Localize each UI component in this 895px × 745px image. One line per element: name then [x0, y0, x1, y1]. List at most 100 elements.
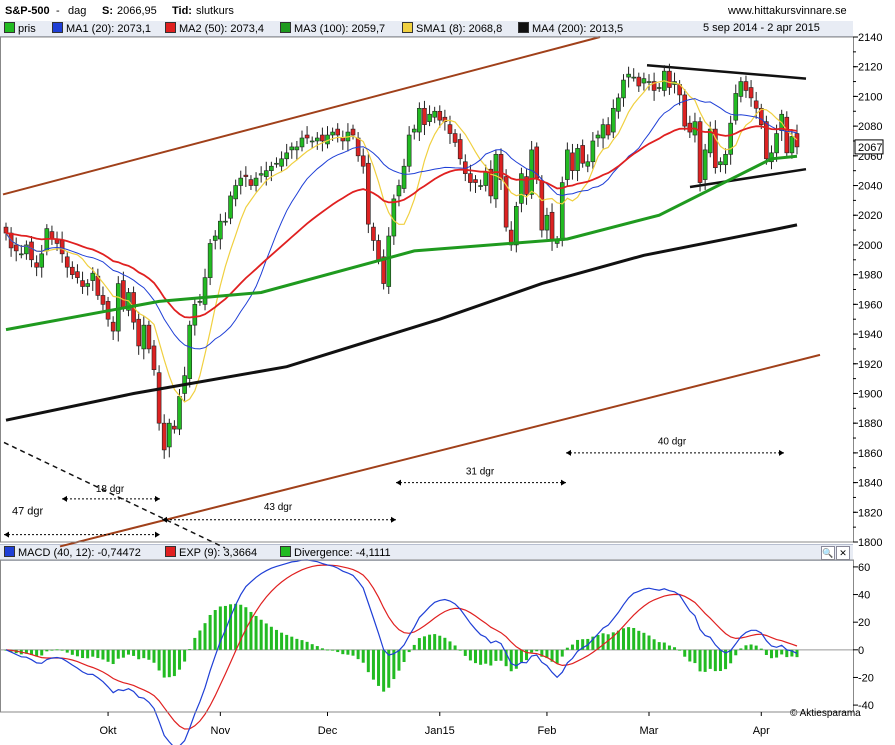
candle-body	[728, 122, 733, 155]
symbol: S&P-500	[5, 5, 50, 17]
period: dag	[68, 5, 87, 17]
legend-item-ma4: MA4 (200): 2013,5	[518, 22, 623, 35]
candle-body	[207, 243, 213, 278]
exp-line	[5, 564, 798, 730]
candle-body	[49, 231, 55, 240]
candle-body	[151, 345, 157, 371]
candle-body	[39, 253, 45, 268]
legend-value: 3,3664	[223, 547, 258, 559]
y-tick-label: 1880	[858, 418, 882, 430]
candle-body	[713, 128, 718, 169]
candle-body	[70, 266, 75, 275]
candle-body	[544, 214, 550, 231]
watermark: © Aktiesparama	[790, 708, 861, 719]
candle-body	[580, 145, 585, 164]
price-tag-box	[854, 139, 884, 155]
divergence-bar	[397, 649, 401, 671]
legend-item-ma2: MA2 (50): 2073,4	[165, 22, 264, 35]
x-tick-label: Mar	[640, 725, 659, 737]
candle-body	[529, 149, 534, 195]
divergence-bar	[392, 649, 396, 680]
divergence-bar	[198, 630, 202, 650]
period-dash: -	[56, 5, 60, 17]
period-label: 43 dgr	[264, 502, 293, 513]
divergence-bar	[152, 649, 156, 663]
candle-body	[483, 171, 489, 186]
legend-label: MA4 (200):	[532, 23, 587, 35]
candle-body	[24, 244, 29, 255]
macd-frame	[0, 559, 854, 713]
candle-body	[753, 100, 759, 109]
divergence-bar	[290, 636, 294, 650]
period-label: 18 dgr	[96, 484, 125, 495]
divergence-bar	[494, 649, 498, 661]
legend-label: MA2 (50):	[179, 23, 228, 35]
candle-body	[743, 81, 749, 91]
candle-body	[263, 170, 269, 177]
trend-lines	[2, 36, 821, 549]
arrow-head	[566, 449, 571, 456]
divergence-bar	[35, 649, 39, 657]
divergence-bar	[269, 626, 273, 650]
candle-body	[248, 179, 254, 186]
divergence-bar	[178, 649, 182, 670]
legend-swatch	[52, 22, 63, 33]
date-range: 5 sep 2014 - 2 apr 2015	[703, 22, 820, 34]
candle-body	[539, 180, 545, 231]
y-tick-label: 1900	[858, 388, 882, 400]
candle-body	[299, 137, 305, 148]
legend-item-sma1: SMA1 (8): 2068,8	[402, 22, 502, 35]
y-tick-label: 2140	[858, 32, 882, 44]
legend-value: -0,74472	[97, 547, 141, 559]
divergence-bar	[300, 640, 304, 650]
macd-y-tick-label: -20	[858, 672, 874, 684]
legend-item-ma1: MA1 (20): 2073,1	[52, 22, 151, 35]
divergence-bar	[734, 649, 738, 656]
candle-body	[212, 235, 218, 241]
candle-body	[733, 93, 739, 121]
divergence-bar	[458, 649, 462, 651]
candle-body	[156, 372, 162, 424]
divergence-bar	[280, 632, 284, 650]
divergence-bar	[754, 645, 758, 650]
divergence-bar	[208, 614, 212, 650]
divergence-bar	[346, 649, 350, 655]
divergence-bar	[417, 638, 421, 650]
legend-swatch	[402, 22, 413, 33]
candle-body	[432, 110, 437, 118]
divergence-bar	[637, 630, 641, 650]
candle-body	[478, 185, 483, 187]
price-tag: 2067	[858, 142, 882, 154]
divergence-bar	[142, 649, 146, 659]
macd-y-tick-label: 20	[858, 617, 870, 629]
candle-body	[570, 152, 575, 171]
candle-body	[401, 165, 407, 189]
candle-body	[437, 110, 443, 121]
macd-y-tick-label: 40	[858, 590, 870, 602]
divergence-bar	[724, 649, 728, 670]
divergence-bar	[678, 649, 682, 651]
macd-y-tick-label: 0	[858, 645, 864, 657]
dashed-trend-line	[3, 441, 226, 549]
candle-body	[616, 97, 621, 112]
divergence-bar	[183, 649, 187, 662]
candle-body	[600, 124, 606, 139]
divergence-bar	[86, 649, 90, 659]
candle-body	[519, 173, 524, 204]
candle-body	[641, 78, 647, 84]
candle-body	[697, 121, 703, 183]
candle-body	[376, 240, 381, 261]
candle-body	[29, 241, 34, 261]
candle-body	[626, 73, 631, 78]
arrow-head	[62, 495, 67, 502]
close-panel-icon[interactable]: ✕	[836, 546, 850, 560]
y-tick-label: 1960	[858, 299, 882, 311]
divergence-bar	[463, 649, 467, 656]
divergence-bar	[116, 649, 120, 659]
divergence-bar	[438, 635, 442, 650]
divergence-bar	[729, 649, 733, 664]
divergence-bar	[341, 649, 345, 655]
divergence-bar	[627, 627, 631, 650]
candle-body	[452, 133, 458, 143]
divergence-bar	[223, 605, 227, 650]
